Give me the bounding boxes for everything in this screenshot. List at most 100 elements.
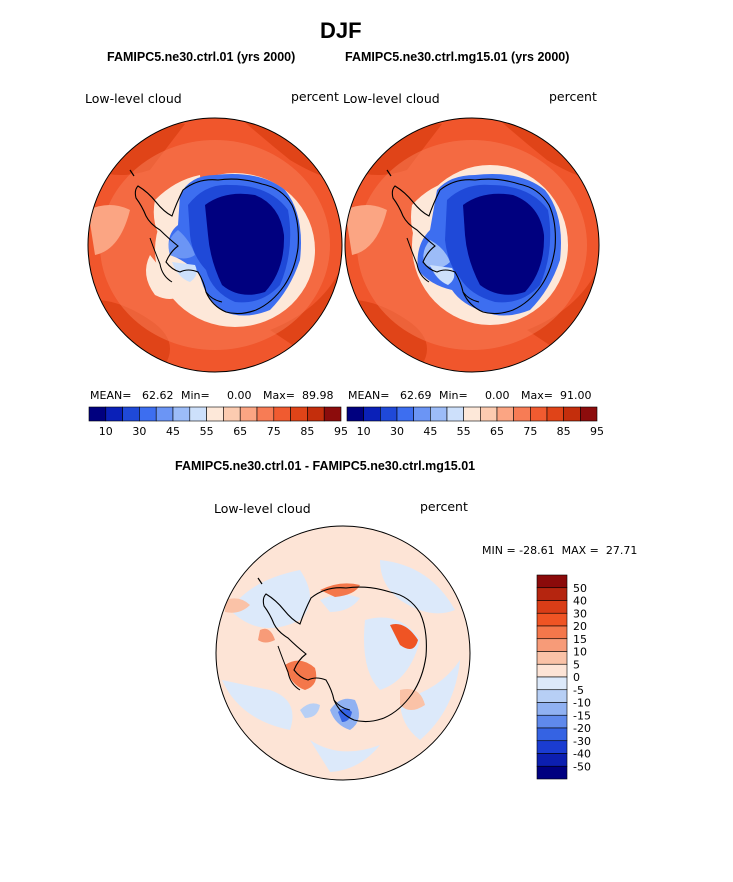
panel1-colorbar-box <box>88 406 107 422</box>
panel2-min-label: Min= <box>439 389 468 402</box>
panel1-colorbar-box <box>139 406 157 422</box>
panel2-colorbar-tick-label: 55 <box>457 425 471 438</box>
panel1-map-outline <box>87 117 343 373</box>
panel3-colorbar-tick-label: 20 <box>573 620 587 633</box>
panel3-colorbar-tick-label: 15 <box>573 633 587 646</box>
panel1-units-label: percent <box>291 89 339 104</box>
panel1-max-value: 89.98 <box>302 389 334 402</box>
panel1-colorbar-box <box>273 406 291 422</box>
panel1-variable-label: Low-level cloud <box>85 91 182 106</box>
panel2-colorbar-box <box>463 406 481 422</box>
panel2-variable-label: Low-level cloud <box>343 91 440 106</box>
panel1-colorbar-box <box>189 406 207 422</box>
panel3-colorbar-box <box>536 676 568 691</box>
panel3-colorbar-tick-label: 0 <box>573 671 580 684</box>
panel2-map <box>345 118 599 372</box>
panel1-colorbar-tick-label: 75 <box>267 425 281 438</box>
panel2-mean-value: 62.69 <box>400 389 432 402</box>
panel3-colorbar-tick-label: 10 <box>573 646 587 659</box>
panel1-colorbar-tick-label: 65 <box>233 425 247 438</box>
panel3-colorbar-box <box>536 727 568 742</box>
panel2-colorbar-box <box>396 406 414 422</box>
panel3-colorbar-tick-label: 40 <box>573 595 587 608</box>
panel2-mean-label: MEAN= <box>348 389 390 402</box>
panel3-units-label: percent <box>420 499 468 514</box>
panel3-colorbar-tick-label: -20 <box>573 722 591 735</box>
panel1-colorbar-box <box>256 406 275 422</box>
panel1-colorbar-box <box>307 406 325 422</box>
panel2-colorbar-box <box>563 406 581 422</box>
panel3-map <box>216 526 470 780</box>
panel1-colorbar-box <box>206 406 224 422</box>
panel3-colorbar-box <box>536 740 568 754</box>
panel1-colorbar-tick-label: 95 <box>334 425 348 438</box>
panel1-mean-value: 62.62 <box>142 389 174 402</box>
panel1-colorbar-box <box>105 406 123 422</box>
panel3-colorbar-tick-label: -40 <box>573 748 591 761</box>
panel2-colorbar-tick-label: 30 <box>390 425 404 438</box>
panel3-colorbar-box <box>536 702 568 716</box>
panel3-colorbar-tick-label: -30 <box>573 735 591 748</box>
panel1-subtitle: FAMIPC5.ne30.ctrl.01 (yrs 2000) <box>107 50 296 64</box>
panel1-colorbar: 10 30 45 55 65 75 85 95 <box>88 406 348 438</box>
panel1-colorbar-box <box>122 406 140 422</box>
panel2-colorbar-tick-label: 45 <box>423 425 437 438</box>
panel1-mean-label: MEAN= <box>90 389 132 402</box>
panel2-colorbar-box <box>546 406 564 422</box>
panel1-colorbar-tick-label: 55 <box>200 425 214 438</box>
panel3-colorbar-box <box>536 587 568 601</box>
panel3-colorbar-box <box>536 714 568 729</box>
panel2-colorbar-tick-label: 95 <box>590 425 604 438</box>
panel3-colorbar-box <box>536 689 568 703</box>
panel3-subtitle: FAMIPC5.ne30.ctrl.01 - FAMIPC5.ne30.ctrl… <box>175 459 476 473</box>
panel2-colorbar-box <box>513 406 531 422</box>
panel1-max-label: Max= <box>263 389 295 402</box>
panel2-map-outline <box>344 117 600 373</box>
panel1-colorbar-box <box>155 406 174 422</box>
panel1-colorbar-box <box>172 406 191 422</box>
panel3-colorbar-box <box>536 600 568 614</box>
panel2-colorbar-tick-label: 65 <box>490 425 504 438</box>
panel2-colorbar-box <box>446 406 464 422</box>
panel2-colorbar-box <box>380 406 398 422</box>
panel2-colorbar-box <box>413 406 431 422</box>
panel3-colorbar-tick-label: 50 <box>573 582 587 595</box>
panel3-colorbar-box <box>536 651 568 665</box>
panel3-map-outline <box>215 525 471 781</box>
panel2-colorbar-tick-label: 75 <box>523 425 537 438</box>
panel2-max-value: 91.00 <box>560 389 592 402</box>
panel2-colorbar-box <box>480 406 498 422</box>
panel2-subtitle: FAMIPC5.ne30.ctrl.mg15.01 (yrs 2000) <box>345 50 570 64</box>
panel1-colorbar-tick-label: 30 <box>132 425 146 438</box>
panel3-colorbar-tick-label: 5 <box>573 658 580 671</box>
panel3-colorbar-tick-label: -10 <box>573 697 591 710</box>
panel1-colorbar-box <box>323 406 342 422</box>
panel3-minmax-text: MIN = -28.61 MAX = 27.71 <box>482 544 638 557</box>
panel3-colorbar-tick-label: -15 <box>573 709 591 722</box>
panel3-colorbar-tick-label: -5 <box>573 684 584 697</box>
panel1-colorbar-box <box>239 406 258 422</box>
panel2-colorbar-box <box>363 406 381 422</box>
panel2-colorbar: 10 30 45 55 65 75 85 95 <box>346 406 604 438</box>
panel3-colorbar-box <box>536 753 568 767</box>
panel2-colorbar-tick-label: 85 <box>557 425 571 438</box>
panel2-min-value: 0.00 <box>485 389 510 402</box>
panel3-colorbar-box <box>536 765 568 780</box>
panel3-colorbar-box <box>536 638 568 652</box>
panel3-colorbar-box <box>536 612 568 627</box>
panel3-colorbar-tick-label: 30 <box>573 607 587 620</box>
panel1-colorbar-box <box>290 406 308 422</box>
panel1-min-value: 0.00 <box>227 389 252 402</box>
panel1-map <box>88 118 342 372</box>
panel1-colorbar-box <box>223 406 241 422</box>
panel2-colorbar-tick-label: 10 <box>357 425 371 438</box>
panel3-colorbar-box <box>536 663 568 678</box>
panel1-colorbar-tick-label: 45 <box>166 425 180 438</box>
panel2-max-label: Max= <box>521 389 553 402</box>
panel1-colorbar-tick-label: 85 <box>300 425 314 438</box>
panel3-colorbar-box <box>536 625 568 640</box>
panel2-colorbar-box <box>530 406 548 422</box>
panel3-colorbar-tick-label: -50 <box>573 760 591 773</box>
